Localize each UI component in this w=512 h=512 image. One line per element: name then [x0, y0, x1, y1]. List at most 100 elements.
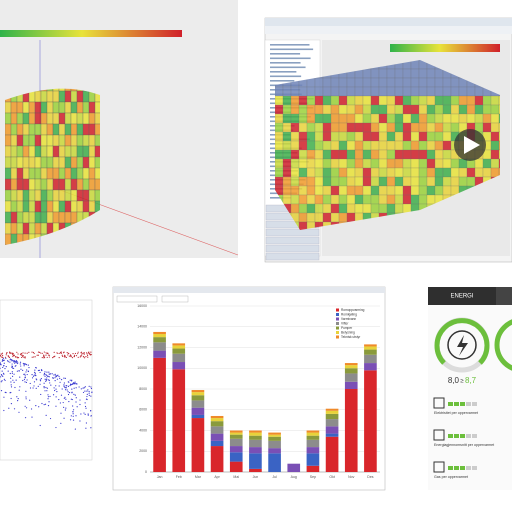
facade-cell: [426, 95, 436, 106]
x-tick-label: Jun: [253, 475, 259, 479]
x-tick-label: Sep: [310, 475, 316, 479]
facade-cell: [64, 211, 72, 224]
facade-cell: [386, 203, 396, 214]
facade-cell: [70, 178, 78, 191]
facade-cell: [402, 140, 412, 151]
nav-button: [265, 244, 320, 253]
scatter-dot: [69, 419, 72, 421]
scatter-dot: [58, 375, 60, 378]
facade-cell: [40, 90, 48, 103]
facade-cell: [378, 77, 388, 88]
facade-cell: [5, 101, 12, 114]
facade-cell: [346, 140, 356, 151]
scatter-dot: [22, 354, 24, 357]
scatter-dot: [64, 386, 66, 388]
facade-cell: [34, 189, 42, 202]
facade-cell: [442, 95, 452, 106]
facade-cell: [40, 178, 48, 191]
scatter-dot: [46, 374, 48, 377]
facade-cell: [46, 200, 54, 213]
y-tick-label: 16000: [137, 304, 147, 308]
facade-cell: [402, 131, 412, 142]
facade-cell: [82, 112, 90, 125]
facade-cell: [10, 211, 18, 224]
facade-cell: [442, 122, 452, 133]
facade-cell: [370, 68, 380, 79]
scatter-dot: [0, 367, 1, 369]
facade-cell: [22, 189, 30, 202]
scatter-dot: [87, 414, 89, 416]
facade-cell: [282, 131, 292, 142]
scatter-dot: [39, 371, 41, 374]
facade-cell: [282, 86, 292, 97]
facade-cell: [306, 167, 316, 178]
facade-cell: [16, 101, 24, 114]
scatter-dot: [5, 357, 7, 359]
facade-cell: [70, 167, 78, 180]
facade-cell: [346, 203, 356, 214]
tree-item: [270, 66, 306, 69]
scatter-dot: [64, 377, 67, 379]
scatter-dot: [88, 352, 90, 355]
facade-cell: [330, 194, 340, 205]
facade-cell: [338, 140, 348, 151]
facade-cell: [410, 77, 420, 88]
scatter-dot: [66, 352, 68, 354]
facade-cell: [76, 156, 84, 169]
scatter-dot: [47, 354, 50, 356]
scatter-dot: [86, 393, 88, 395]
scatter-dot: [26, 352, 28, 354]
facade-cell: [410, 68, 420, 79]
facade-cell: [450, 167, 460, 178]
facade-cell: [46, 134, 54, 147]
bar-segment: [153, 350, 166, 358]
dropdown[interactable]: [161, 295, 189, 303]
facade-cell: [275, 140, 284, 151]
scatter-dot: [29, 382, 31, 385]
facade-cell: [354, 122, 364, 133]
scatter-dot: [7, 361, 9, 363]
scatter-dot: [23, 356, 25, 358]
facade-cell: [322, 86, 332, 97]
facade-cell: [402, 113, 412, 124]
scatter-dot: [85, 407, 87, 409]
facade-cell: [330, 176, 340, 187]
facade-cell: [338, 167, 348, 178]
scatter-dot: [82, 352, 85, 354]
facade-cell: [76, 90, 84, 103]
facade-cell: [466, 167, 476, 178]
scatter-dot: [88, 385, 90, 387]
scatter-dot: [10, 384, 12, 386]
dropdown[interactable]: [116, 295, 158, 303]
facade-cell: [22, 101, 30, 114]
scatter-dot: [17, 357, 20, 359]
scatter-dot: [36, 379, 38, 381]
scatter-dot: [55, 375, 58, 378]
facade-cell: [40, 156, 48, 169]
facade-cell: [410, 176, 420, 187]
bar-segment: [153, 357, 166, 472]
rating-bar: [466, 466, 471, 470]
scatter-dot: [10, 381, 12, 383]
panel-header: [428, 287, 512, 305]
scatter-dot: [69, 384, 71, 387]
scatter-dot: [56, 352, 58, 354]
scatter-dot: [9, 361, 11, 363]
facade-cell: [338, 176, 348, 187]
y-tick-label: 8000: [139, 387, 147, 391]
facade-cell: [362, 131, 372, 142]
legend-swatch: [336, 326, 339, 330]
facade-cell: [314, 149, 324, 160]
facade-cell: [58, 101, 66, 114]
scatter-dot: [63, 385, 65, 387]
facade-cell: [70, 200, 78, 213]
facade-cell: [386, 194, 396, 205]
facade-cell: [418, 77, 428, 88]
facade-cell: [322, 149, 332, 160]
scatter-dot: [53, 387, 55, 389]
bar-segment: [306, 430, 320, 433]
bar-segment: [172, 348, 186, 354]
facade-cell: [474, 95, 484, 106]
facade-cell: [330, 212, 340, 223]
bar-segment: [344, 389, 358, 472]
